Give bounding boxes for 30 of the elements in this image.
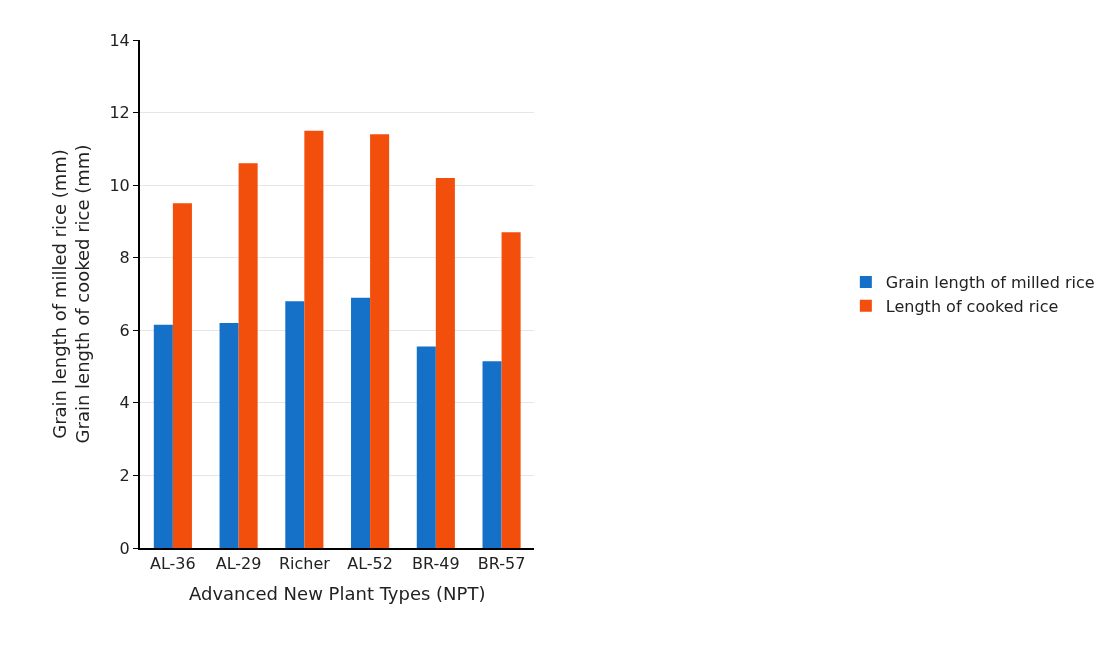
- bar: [285, 301, 305, 548]
- bar: [416, 346, 436, 548]
- x-tick-label: Richer: [278, 554, 331, 574]
- bar: [501, 232, 521, 548]
- bar: [370, 134, 390, 548]
- y-tick-label: 6: [119, 320, 130, 340]
- bar: [351, 297, 371, 548]
- y-tick-label: 0: [119, 538, 130, 558]
- y-tick-label: 2: [119, 466, 130, 486]
- y-axis-title: Grain length of milled rice (mm) Grain length of cooked rice (mm): [48, 144, 94, 444]
- y-tick-label: 8: [119, 248, 130, 268]
- x-axis-title: Advanced New Plant Types (NPT): [188, 582, 486, 604]
- bar: [153, 324, 173, 548]
- y-tick-label: 14: [109, 30, 130, 50]
- bar: [219, 323, 239, 548]
- x-tick-label: AL-52: [347, 554, 393, 574]
- x-tick-label: BR-57: [477, 554, 526, 574]
- x-tick-label: AL-29: [215, 554, 262, 574]
- legend-label: Grain length of milled rice: [885, 273, 1095, 293]
- x-tick-label: BR-49: [412, 554, 460, 574]
- bar: [304, 130, 324, 548]
- bar: [238, 163, 258, 548]
- bar: [482, 361, 502, 548]
- legend-label: Length of cooked rice: [885, 296, 1059, 316]
- bar: [435, 177, 455, 548]
- y-tick-label: 10: [109, 175, 130, 195]
- bar: [172, 203, 192, 548]
- y-tick-label: 4: [119, 393, 130, 413]
- x-tick-label: AL-36: [150, 554, 196, 574]
- y-tick-label: 12: [109, 103, 130, 123]
